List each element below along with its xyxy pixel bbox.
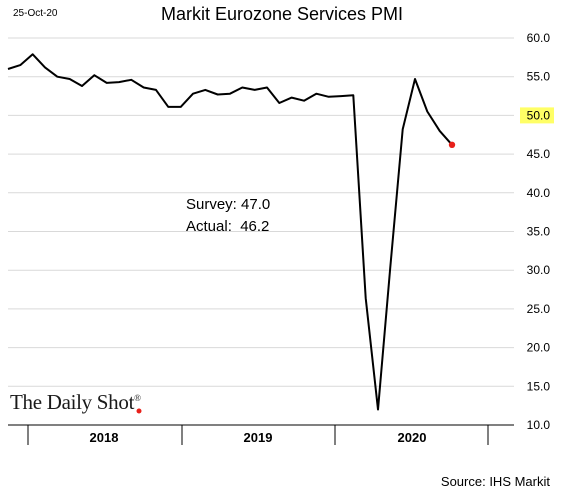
series-pmi [7, 53, 456, 414]
data-point [389, 266, 391, 268]
data-point [56, 76, 58, 78]
data-point [130, 79, 132, 81]
annotation-actual: Actual: 46.2 [186, 218, 270, 235]
data-point [328, 96, 330, 98]
data-point [439, 130, 441, 132]
x-group-label: 2019 [244, 430, 273, 445]
data-point [377, 409, 379, 411]
x-axis: 2018 2019 2020 [8, 424, 514, 445]
data-point [241, 87, 243, 89]
logo-registered-mark: ® [134, 393, 141, 403]
y-tick-label: 25.0 [527, 302, 551, 316]
data-point [266, 87, 268, 89]
y-tick-label: 15.0 [527, 379, 551, 393]
data-point [106, 82, 108, 84]
data-point [426, 111, 428, 113]
data-point [352, 94, 354, 96]
data-point [303, 100, 305, 102]
y-tick-label: 50.0 [527, 108, 551, 122]
data-point [278, 102, 280, 104]
data-point [69, 78, 71, 80]
data-point [93, 74, 95, 76]
series-line [7, 53, 453, 411]
data-point [81, 85, 83, 87]
data-point [315, 93, 317, 95]
date-label: 25-Oct-20 [13, 8, 58, 19]
y-tick-label: 40.0 [527, 186, 551, 200]
y-tick-label: 60.0 [527, 31, 551, 45]
y-tick-label: 20.0 [527, 341, 551, 355]
data-point [204, 89, 206, 91]
data-point [217, 94, 219, 96]
x-group-label: 2018 [90, 430, 119, 445]
y-tick-label: 45.0 [527, 147, 551, 161]
y-tick-label: 10.0 [527, 418, 551, 432]
data-point [340, 95, 342, 97]
data-point [167, 106, 169, 108]
data-point [291, 97, 293, 99]
y-tick-label: 30.0 [527, 263, 551, 277]
y-tick-label: 55.0 [527, 70, 551, 84]
data-point [44, 66, 46, 68]
logo-dot [136, 408, 142, 414]
data-point [180, 106, 182, 108]
x-group-label: 2020 [398, 430, 427, 445]
data-point [143, 87, 145, 89]
data-point [414, 78, 416, 80]
source-note: Source: IHS Markit [440, 474, 550, 489]
data-point [254, 89, 256, 91]
data-point [32, 53, 34, 55]
data-point [7, 68, 9, 70]
data-point [155, 89, 157, 91]
daily-shot-logo: The Daily Shot® [10, 390, 141, 415]
last-point-marker [448, 141, 456, 149]
logo-text: The Daily Shot [10, 390, 135, 414]
y-tick-label: 35.0 [527, 225, 551, 239]
data-point [19, 64, 21, 66]
highlight-50-box [520, 107, 554, 124]
data-point [229, 93, 231, 95]
gridlines [8, 37, 514, 387]
data-point [365, 297, 367, 299]
chart-title: Markit Eurozone Services PMI [160, 4, 404, 24]
data-point [192, 93, 194, 95]
data-point [402, 128, 404, 130]
annotation-survey: Survey: 47.0 [186, 196, 271, 213]
data-point [118, 81, 120, 83]
y-axis-ticks: 10.0 15.0 20.0 25.0 30.0 35.0 40.0 45.0 50.0 55.0… [520, 31, 554, 432]
